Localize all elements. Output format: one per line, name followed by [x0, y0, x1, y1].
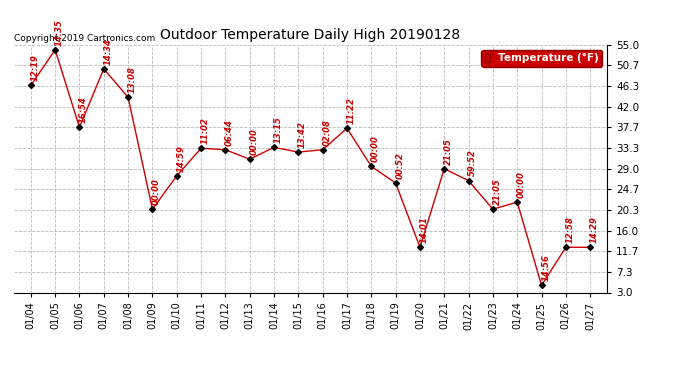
Legend: Temperature (°F): Temperature (°F) [482, 50, 602, 66]
Text: 14:35: 14:35 [55, 19, 63, 46]
Text: 14:59: 14:59 [177, 145, 186, 172]
Text: 12:19: 12:19 [30, 54, 39, 81]
Text: Copyright 2019 Cartronics.com: Copyright 2019 Cartronics.com [14, 33, 155, 42]
Text: 16:54: 16:54 [79, 96, 88, 123]
Text: 00:52: 00:52 [395, 152, 404, 179]
Text: 14:34: 14:34 [104, 38, 112, 64]
Text: 00:00: 00:00 [152, 178, 161, 205]
Text: 14:56: 14:56 [541, 254, 550, 281]
Text: 06:44: 06:44 [225, 118, 234, 146]
Text: 14:29: 14:29 [590, 216, 599, 243]
Text: 13:42: 13:42 [298, 121, 307, 148]
Text: 00:00: 00:00 [517, 171, 526, 198]
Text: 12:58: 12:58 [566, 216, 575, 243]
Text: 11:22: 11:22 [346, 97, 355, 124]
Title: Outdoor Temperature Daily High 20190128: Outdoor Temperature Daily High 20190128 [161, 28, 460, 42]
Text: 00:00: 00:00 [249, 128, 258, 155]
Text: 59:52: 59:52 [469, 150, 477, 177]
Text: 13:08: 13:08 [128, 66, 137, 93]
Text: 14:01: 14:01 [420, 216, 428, 243]
Text: 00:00: 00:00 [371, 135, 380, 162]
Text: 11:02: 11:02 [201, 117, 210, 144]
Text: 21:05: 21:05 [444, 138, 453, 165]
Text: 13:15: 13:15 [274, 116, 283, 143]
Text: 21:05: 21:05 [493, 178, 502, 205]
Text: 02:08: 02:08 [322, 118, 331, 146]
